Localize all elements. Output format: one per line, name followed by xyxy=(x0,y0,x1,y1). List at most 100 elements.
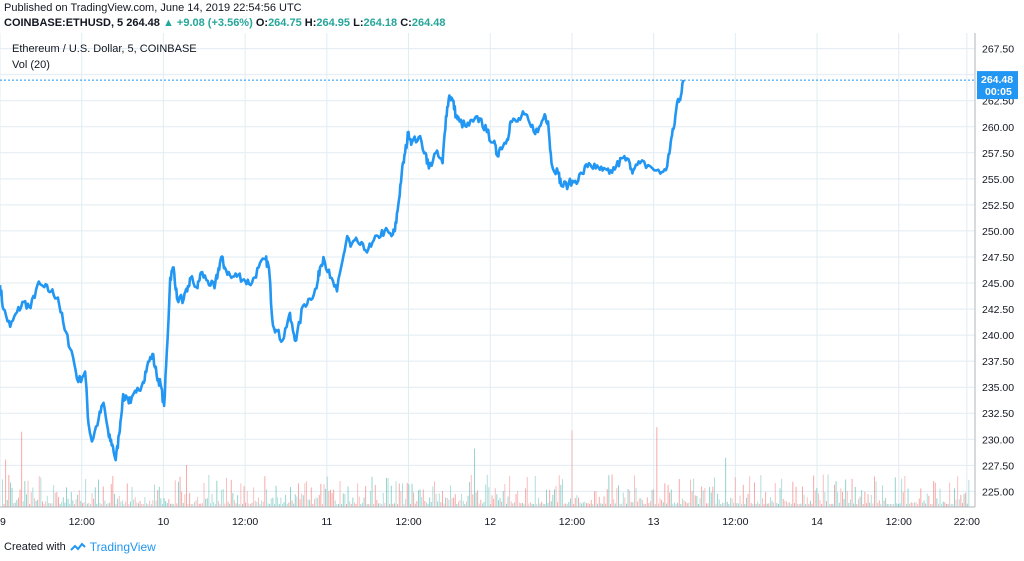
volume-bar xyxy=(858,499,859,507)
volume-bar xyxy=(214,503,216,507)
volume-bar xyxy=(410,504,411,507)
volume-bar xyxy=(328,491,330,507)
volume-bar xyxy=(122,500,123,507)
volume-bar xyxy=(515,493,517,507)
volume-bar xyxy=(491,495,493,507)
volume-bar xyxy=(766,503,768,507)
price-chart[interactable]: 267.50265.00262.50260.00257.50255.00252.… xyxy=(0,33,1024,533)
volume-bar xyxy=(694,495,696,507)
volume-bar xyxy=(269,503,271,507)
volume-bar xyxy=(238,504,240,507)
volume-bar xyxy=(13,503,15,507)
volume-bar xyxy=(910,502,912,507)
volume-bar xyxy=(717,493,719,507)
volume-bar xyxy=(194,502,195,507)
volume-bar xyxy=(789,502,791,507)
volume-bar xyxy=(640,498,642,507)
volume-bar xyxy=(88,502,90,507)
volume-bar xyxy=(350,504,352,507)
volume-bar xyxy=(141,504,143,507)
volume-bar xyxy=(952,504,954,507)
price-axis[interactable]: 267.50265.00262.50260.00257.50255.00252.… xyxy=(974,33,1024,507)
volume-bar xyxy=(918,498,920,507)
volume-bar xyxy=(86,503,88,507)
volume-bar xyxy=(64,502,66,507)
volume-bar xyxy=(962,503,963,507)
volume-bar xyxy=(138,503,139,507)
volume-bar xyxy=(907,488,909,507)
volume-bar xyxy=(464,504,466,507)
volume-bar xyxy=(440,502,442,507)
volume-bar xyxy=(483,501,485,507)
volume-bar xyxy=(795,486,797,507)
volume-bar xyxy=(422,489,424,507)
volume-bar xyxy=(96,503,98,507)
volume-bar xyxy=(256,502,258,507)
volume-bar xyxy=(958,499,960,507)
volume-bar xyxy=(718,499,720,507)
volume-bar xyxy=(851,478,853,507)
volume-bar xyxy=(656,427,658,507)
volume-bar xyxy=(949,482,951,507)
volume-bar xyxy=(704,488,706,507)
volume-bar xyxy=(646,497,648,507)
volume-bar xyxy=(518,502,520,507)
volume-bar xyxy=(802,486,803,507)
y-tick-label: 247.50 xyxy=(982,252,1014,264)
volume-bar xyxy=(94,487,96,507)
volume-bar xyxy=(29,503,31,507)
x-tick-label: 12:00 xyxy=(722,516,748,528)
volume-bar xyxy=(146,503,147,507)
volume-bar xyxy=(587,502,589,507)
volume-bar xyxy=(230,479,232,507)
volume-bar xyxy=(557,502,559,507)
volume-bar xyxy=(437,501,439,507)
volume-bar xyxy=(856,504,858,507)
volume-bar xyxy=(501,501,503,507)
y-tick-label: 250.00 xyxy=(982,226,1014,238)
volume-bar xyxy=(506,503,507,507)
volume-bar xyxy=(386,478,387,507)
volume-bar xyxy=(734,477,736,507)
volume-bar xyxy=(648,503,650,507)
close-label: C: xyxy=(400,17,412,29)
x-tick-label: 12:00 xyxy=(395,516,421,528)
volume-bar xyxy=(531,503,533,507)
volume-bar xyxy=(451,497,453,507)
volume-bar xyxy=(58,497,59,507)
volume-bar xyxy=(139,500,141,507)
x-tick-label: 12:00 xyxy=(69,516,95,528)
volume-bar xyxy=(558,475,560,507)
volume-bar xyxy=(419,489,421,507)
volume-bar xyxy=(624,497,626,507)
volume-bar xyxy=(611,474,613,507)
volume-bar xyxy=(950,503,952,507)
volume-bar xyxy=(619,504,621,507)
volume-bar xyxy=(830,503,832,507)
volume-bar xyxy=(400,491,402,507)
volume-bar xyxy=(854,487,856,507)
volume-bar xyxy=(898,504,899,507)
volume-bar xyxy=(597,503,599,507)
volume-bar xyxy=(470,475,472,507)
volume-bar xyxy=(582,502,584,507)
volume-bar xyxy=(686,503,688,507)
volume-bar xyxy=(933,480,935,507)
volume-bar xyxy=(144,497,146,507)
volume-bar xyxy=(859,496,861,507)
volume-bar xyxy=(709,486,711,507)
volume-bar xyxy=(216,480,218,507)
time-axis[interactable]: 9 12:00 10 12:00 11 12:00 12 12:00 13 12:00 14 12:0… xyxy=(0,506,980,528)
volume-bar xyxy=(224,503,226,507)
volume-bar xyxy=(539,503,541,507)
y-tick-label: 257.50 xyxy=(982,148,1014,160)
volume-bar xyxy=(744,504,746,507)
volume-bar xyxy=(499,498,501,507)
volume-bar xyxy=(142,504,144,507)
volume-bar xyxy=(922,502,923,507)
volume-bar xyxy=(667,484,669,507)
tradingview-logo-icon xyxy=(70,542,86,551)
volume-bar xyxy=(126,483,128,507)
volume-bar xyxy=(742,484,744,507)
volume-bar xyxy=(722,502,723,507)
